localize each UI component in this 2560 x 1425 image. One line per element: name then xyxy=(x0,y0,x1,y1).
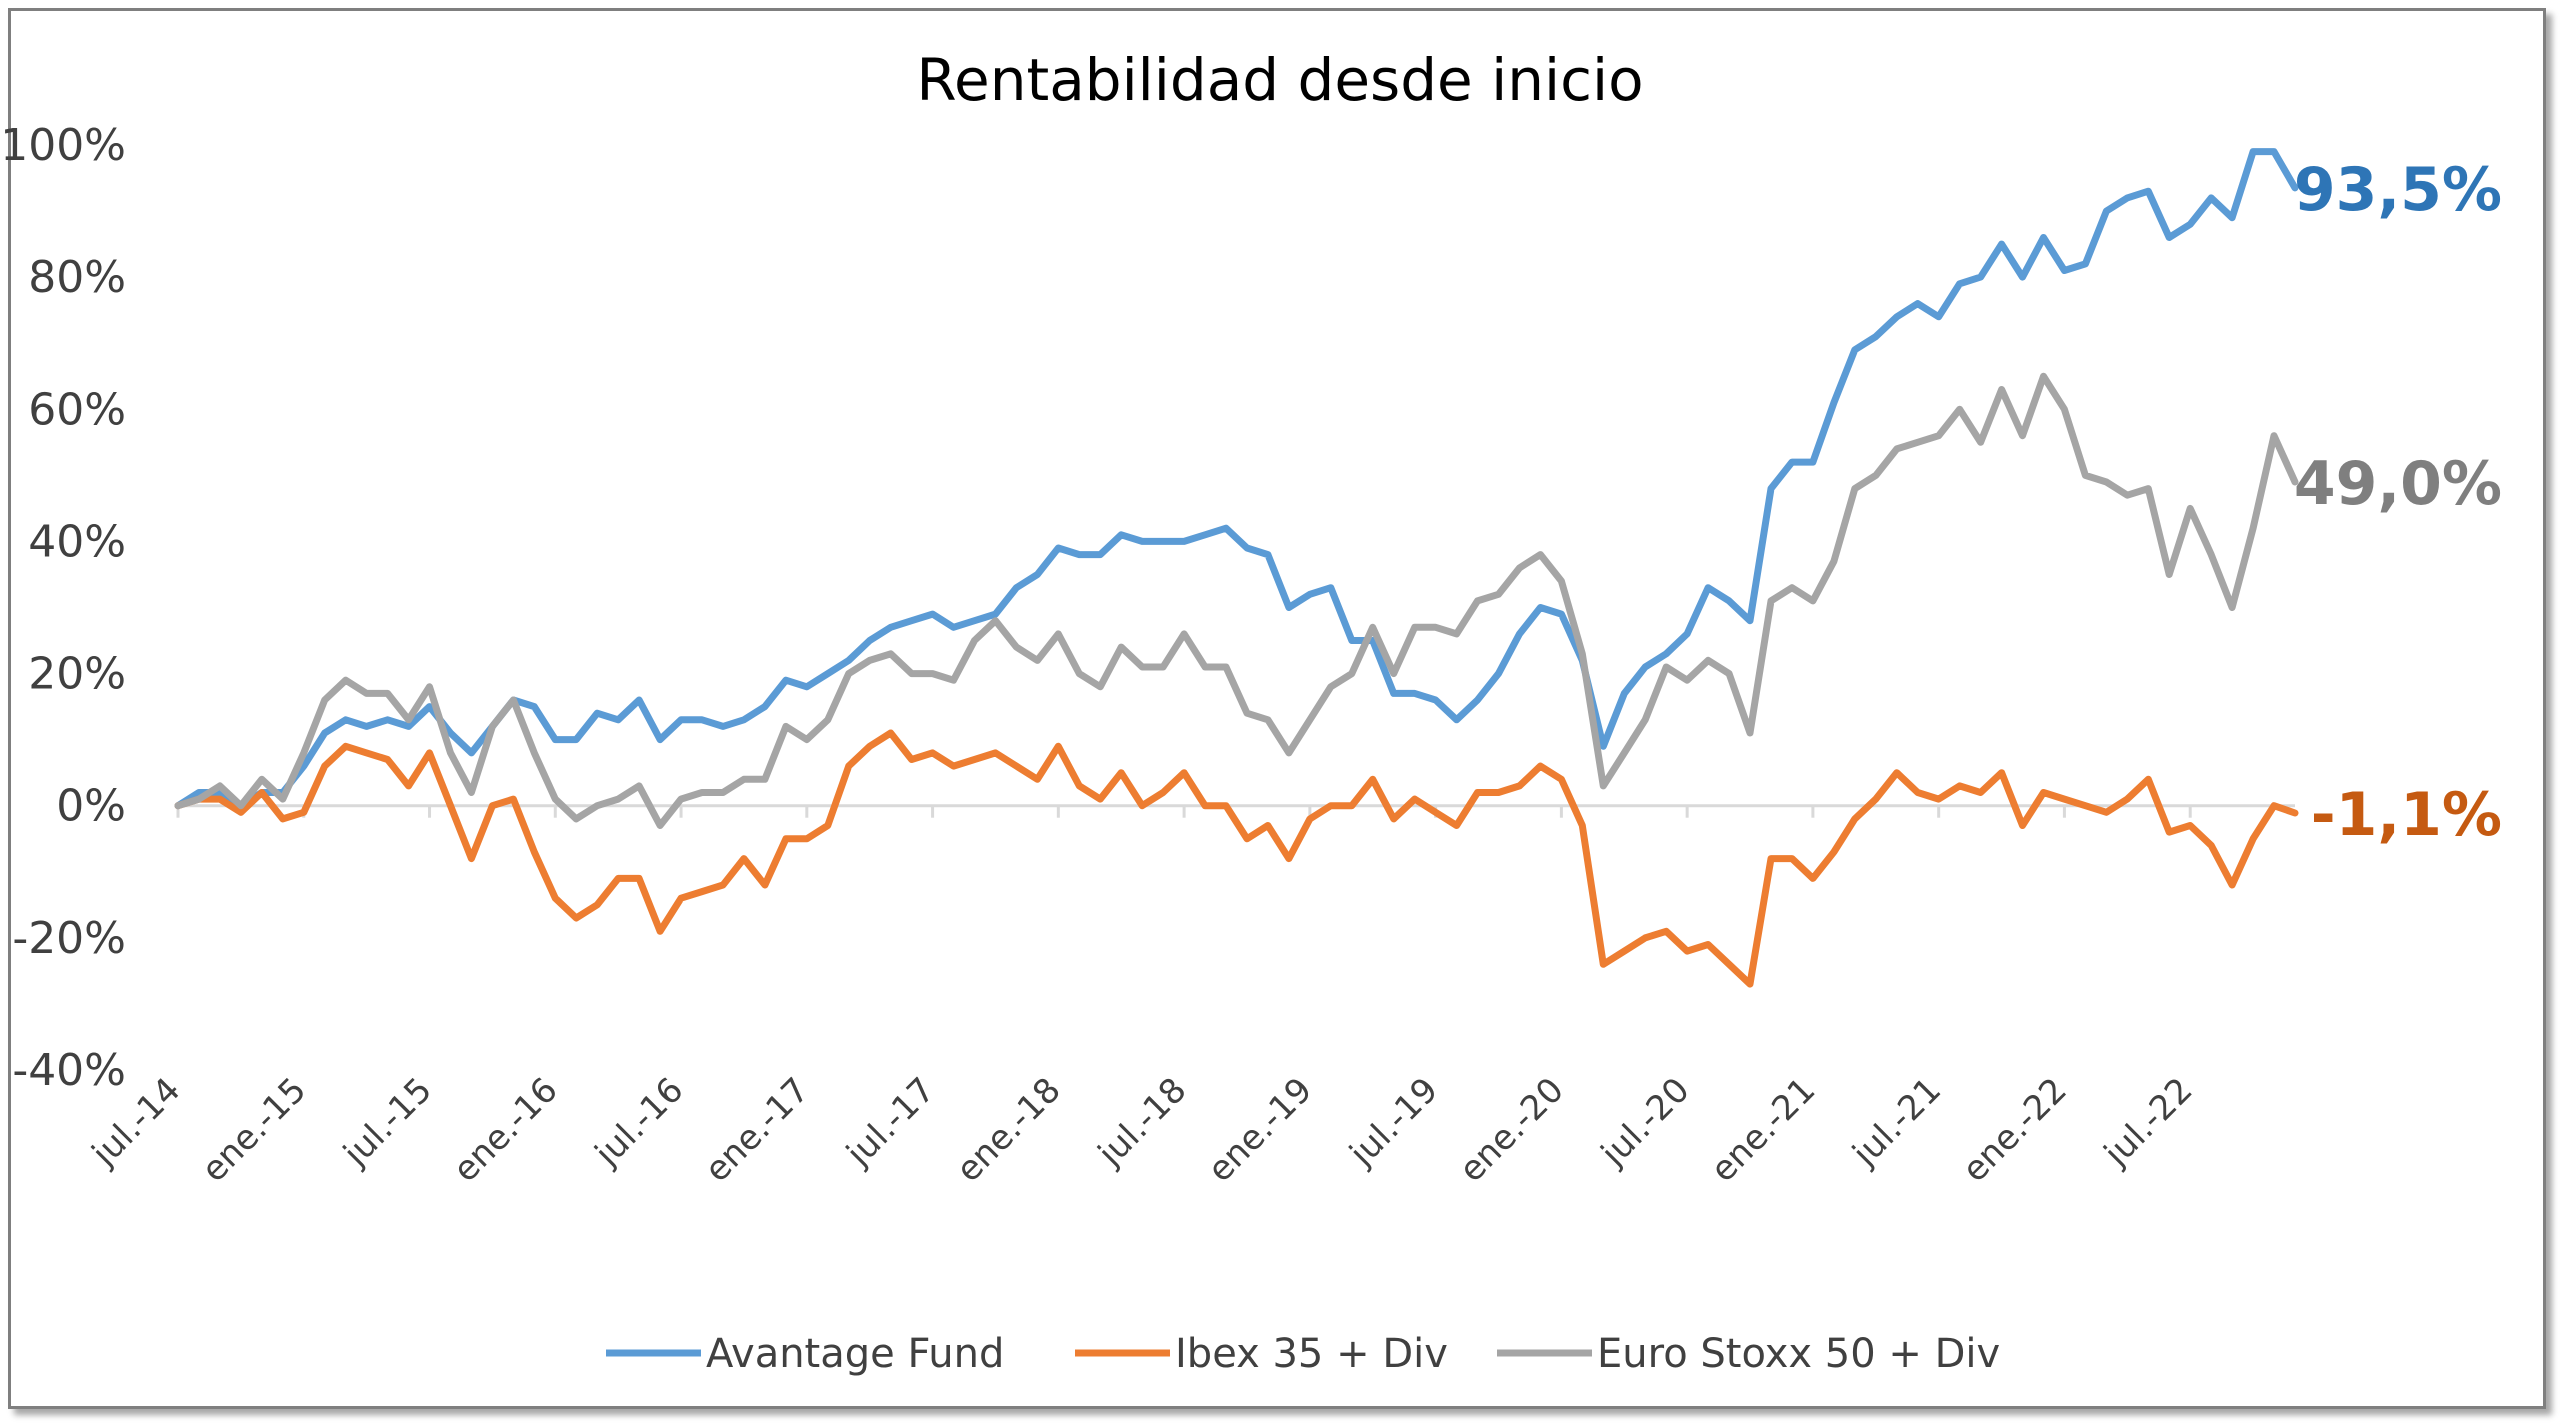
x-tick-label: ene.-15 xyxy=(194,1070,314,1190)
end-label-0: 93,5% xyxy=(2294,155,2502,225)
x-tick-label: ene.-17 xyxy=(697,1070,817,1190)
y-tick-label: 0% xyxy=(56,781,126,832)
x-tick-label: ene.-21 xyxy=(1703,1070,1823,1190)
series-line-1 xyxy=(174,729,2299,988)
x-tick-label: ene.-20 xyxy=(1452,1070,1572,1190)
chart-title: Rentabilidad desde inicio xyxy=(916,46,1643,114)
x-tick-label: jul.-17 xyxy=(838,1070,942,1174)
end-label-1: -1,1% xyxy=(2311,780,2502,850)
y-tick-label: 20% xyxy=(28,649,126,700)
y-tick-label: 40% xyxy=(28,516,126,567)
x-tick-label: jul.-22 xyxy=(2096,1070,2200,1174)
x-tick-label: ene.-18 xyxy=(949,1070,1069,1190)
series-lines xyxy=(174,148,2299,988)
series-line-0 xyxy=(174,148,2299,810)
y-tick-label: 60% xyxy=(28,384,126,435)
y-tick-label: -20% xyxy=(12,913,126,964)
y-axis-ticks: 100% 80% 60% 40% 20% 0% -20% -40% xyxy=(0,120,126,1096)
legend-label-0: Avantage Fund xyxy=(706,1331,1004,1377)
x-tick-label: jul.-19 xyxy=(1341,1070,1445,1174)
y-tick-label: 80% xyxy=(28,252,126,303)
legend: Avantage Fund Ibex 35 + Div Euro Stoxx 50 … xyxy=(606,1331,2000,1377)
x-tick-label: jul.-20 xyxy=(1593,1070,1697,1174)
x-tick-label: ene.-19 xyxy=(1200,1070,1320,1190)
x-tick-label: jul.-21 xyxy=(1845,1070,1949,1174)
legend-label-2: Euro Stoxx 50 + Div xyxy=(1597,1331,2000,1377)
x-tick-label: jul.-16 xyxy=(587,1070,691,1174)
legend-label-1: Ibex 35 + Div xyxy=(1175,1331,1448,1377)
y-tick-label: 100% xyxy=(0,120,126,171)
x-tick-label: ene.-22 xyxy=(1955,1070,2075,1190)
end-label-2: 49,0% xyxy=(2294,449,2502,519)
x-tick-label: jul.-15 xyxy=(335,1070,439,1174)
x-tick-label: jul.-18 xyxy=(1090,1070,1194,1174)
series-line-2 xyxy=(174,372,2299,829)
x-tick-label: ene.-16 xyxy=(446,1070,566,1190)
x-axis-ticks: jul.-14 ene.-15 jul.-15 ene.-16 jul.-16 ene.-… xyxy=(84,805,2201,1190)
end-labels: 93,5% -1,1% 49,0% xyxy=(2294,155,2502,850)
y-tick-label: -40% xyxy=(12,1045,126,1096)
